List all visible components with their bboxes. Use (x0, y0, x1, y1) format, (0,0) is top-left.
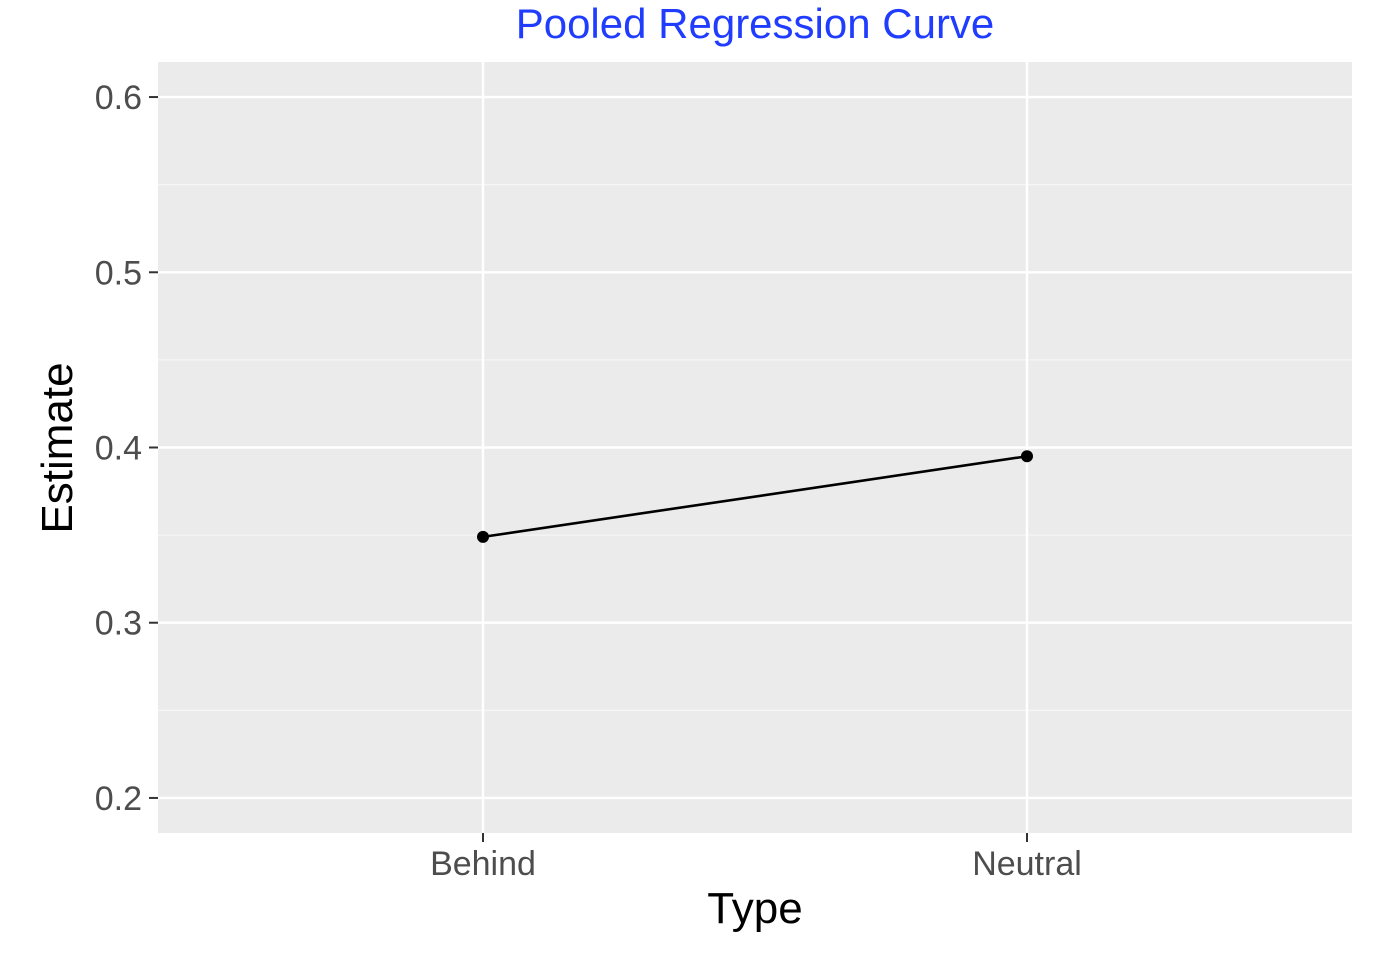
grid-lines (158, 62, 1352, 833)
y-tick-label: 0.5 (95, 254, 142, 292)
y-axis-title: Estimate (33, 362, 82, 533)
y-tick-label: 0.2 (95, 780, 142, 818)
y-tick-label: 0.3 (95, 605, 142, 643)
x-axis-title: Type (707, 884, 802, 933)
x-tick-label: Behind (430, 845, 536, 883)
series-line (482, 454, 1028, 539)
data-point (477, 530, 489, 543)
data-point (1021, 450, 1033, 463)
chart-title: Pooled Regression Curve (516, 0, 995, 47)
axes-layer: 0.2 0.3 0.4 0.5 0.6 Behind Neutral (95, 79, 1082, 883)
y-tick-label: 0.4 (95, 430, 142, 468)
x-tick-label: Neutral (972, 845, 1082, 883)
series-layer (477, 450, 1033, 543)
y-tick-label: 0.6 (95, 79, 142, 117)
